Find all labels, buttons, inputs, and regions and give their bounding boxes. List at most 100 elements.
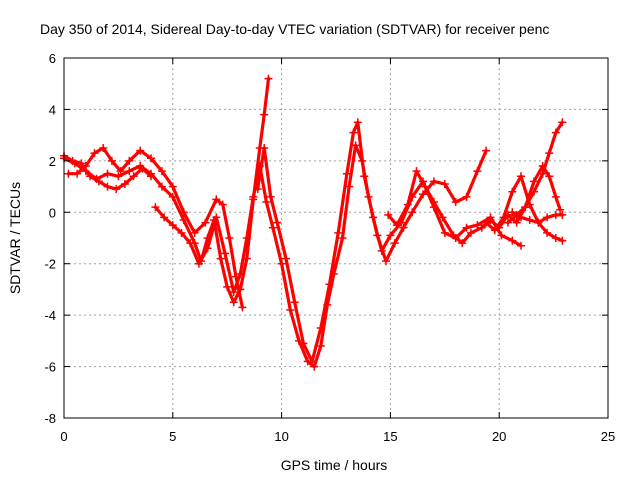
data-point-marker — [277, 259, 286, 268]
data-point-marker — [194, 259, 203, 268]
x-tick-label: 20 — [492, 429, 506, 444]
data-point-marker — [212, 195, 221, 204]
data-point-marker — [120, 180, 129, 188]
data-point-marker — [168, 182, 177, 191]
data-point-marker — [358, 156, 367, 165]
data-point-marker — [125, 156, 134, 165]
data-point-marker — [316, 342, 325, 350]
data-point-marker — [384, 210, 393, 219]
data-point-marker — [345, 182, 354, 191]
data-point-marker — [64, 169, 73, 178]
data-point-marker — [103, 169, 112, 178]
data-point-marker — [462, 192, 471, 201]
y-tick-label: 4 — [49, 102, 56, 117]
y-tick-label: 0 — [49, 205, 56, 220]
data-point-marker — [253, 185, 262, 194]
series-markers-sat-e — [253, 118, 525, 366]
series-markers-sat-c — [64, 144, 247, 312]
data-point-marker — [466, 228, 475, 237]
data-point-marker — [495, 223, 504, 232]
data-point-marker — [325, 280, 334, 289]
data-point-marker — [282, 254, 290, 263]
data-point-marker — [503, 210, 512, 219]
data-point-marker — [116, 167, 125, 176]
data-point-marker — [377, 246, 386, 255]
data-point-marker — [129, 172, 138, 181]
data-point-marker — [558, 210, 567, 219]
data-point-marker — [490, 226, 499, 235]
data-point-marker — [147, 172, 155, 181]
data-point-marker — [242, 234, 251, 242]
data-point-marker — [369, 213, 377, 222]
data-point-marker — [403, 200, 412, 209]
data-point-marker — [473, 167, 482, 176]
series-trace-sat-h — [506, 120, 564, 225]
data-point-marker — [545, 149, 554, 158]
data-point-marker — [86, 172, 95, 181]
data-point-marker — [323, 300, 332, 309]
y-tick-label: 6 — [49, 51, 56, 66]
data-point-marker — [408, 208, 417, 217]
data-point-marker — [99, 144, 108, 152]
chart-title: Day 350 of 2014, Sidereal Day-to-day VTE… — [40, 21, 549, 37]
data-point-marker — [338, 234, 347, 242]
data-point-marker — [512, 218, 521, 227]
x-tick-label: 10 — [274, 429, 288, 444]
data-point-marker — [551, 128, 560, 137]
data-point-marker — [316, 324, 325, 332]
marker-layer — [60, 74, 567, 371]
data-point-marker — [260, 110, 269, 119]
data-point-marker — [299, 339, 308, 348]
x-tick-label: 15 — [383, 429, 397, 444]
data-point-marker — [397, 218, 406, 227]
data-point-marker — [138, 164, 147, 173]
data-point-marker — [462, 223, 471, 232]
data-point-marker — [508, 236, 517, 245]
data-point-marker — [364, 192, 373, 201]
data-point-marker — [558, 118, 567, 127]
data-point-marker — [216, 254, 225, 263]
y-tick-label: 2 — [49, 154, 56, 169]
y-tick-label: -4 — [44, 308, 56, 323]
data-point-marker — [114, 172, 123, 181]
data-point-marker — [556, 205, 565, 214]
data-point-marker — [530, 177, 538, 186]
data-point-marker — [499, 213, 508, 222]
x-axis-label: GPS time / hours — [281, 457, 388, 473]
data-point-marker — [73, 169, 82, 178]
data-point-marker — [482, 218, 491, 227]
data-point-marker — [231, 272, 240, 281]
data-point-marker — [508, 208, 517, 217]
data-point-marker — [392, 221, 401, 230]
data-point-marker — [107, 156, 116, 165]
data-point-marker — [286, 306, 295, 314]
data-point-marker — [201, 218, 210, 227]
data-point-marker — [290, 298, 299, 307]
data-point-marker — [517, 213, 525, 222]
data-point-marker — [525, 200, 534, 209]
data-point-marker — [438, 213, 447, 222]
data-point-marker — [360, 172, 369, 181]
data-point-marker — [310, 362, 319, 371]
y-tick-label: -2 — [44, 257, 56, 272]
data-point-marker — [382, 257, 390, 266]
data-point-marker — [543, 228, 552, 237]
data-point-marker — [458, 239, 467, 248]
data-point-marker — [419, 177, 427, 186]
y-tick-label: -8 — [44, 411, 56, 426]
data-point-marker — [242, 254, 251, 263]
data-point-marker — [429, 198, 438, 206]
data-point-marker — [390, 239, 399, 248]
series-markers-sat-h — [503, 118, 567, 227]
data-point-marker — [229, 298, 238, 307]
tick-layer — [63, 57, 609, 419]
data-point-marker — [221, 249, 229, 258]
data-point-marker — [517, 172, 525, 181]
data-point-marker — [68, 156, 77, 165]
data-point-marker — [508, 187, 517, 196]
data-point-marker — [545, 172, 554, 181]
data-point-marker — [260, 144, 269, 152]
y-tick-label: -6 — [44, 360, 56, 375]
plot-frame — [63, 57, 609, 419]
data-point-marker — [223, 282, 232, 291]
